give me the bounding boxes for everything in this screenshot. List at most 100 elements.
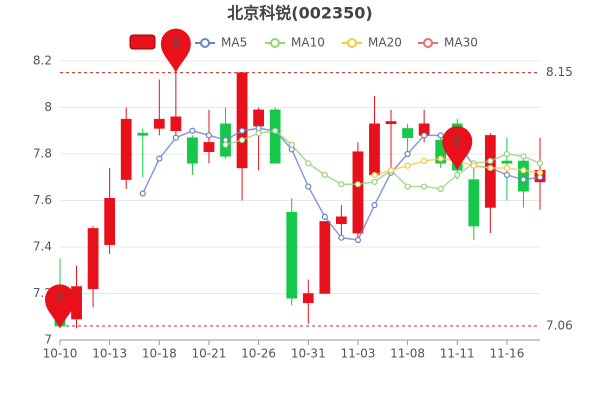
ma-point bbox=[437, 155, 444, 162]
legend-candle-icon bbox=[129, 34, 156, 50]
ma-point bbox=[156, 155, 163, 162]
ma-point bbox=[338, 234, 345, 241]
y-tick-label: 7.8 bbox=[33, 147, 52, 161]
legend-symbol bbox=[270, 38, 280, 48]
ma-point bbox=[371, 171, 378, 179]
candle-body bbox=[352, 151, 364, 234]
ma-point bbox=[470, 162, 477, 169]
ma-point bbox=[437, 185, 444, 192]
candle-body bbox=[236, 72, 248, 169]
candle-body bbox=[203, 142, 215, 152]
ma-point bbox=[238, 136, 246, 144]
ma-point bbox=[139, 190, 146, 197]
ma-point bbox=[354, 181, 362, 188]
ma-point bbox=[354, 236, 362, 244]
candle-body bbox=[269, 109, 281, 164]
ma-point bbox=[421, 183, 428, 190]
ma-point bbox=[503, 150, 510, 158]
ma-point bbox=[338, 181, 345, 188]
chart-title: 北京科锐(002350) bbox=[227, 4, 372, 23]
x-tick-label: 10-10 bbox=[43, 347, 78, 361]
ma-point bbox=[487, 157, 494, 165]
annotation-label: 8 bbox=[453, 134, 461, 148]
legend-symbol bbox=[423, 38, 433, 48]
ma-point bbox=[487, 164, 494, 172]
annotation-pin bbox=[442, 126, 473, 171]
x-tick-label: 10-21 bbox=[192, 347, 227, 361]
ma-point bbox=[371, 178, 378, 185]
legend-label: MA20 bbox=[368, 36, 402, 50]
ma-point bbox=[421, 132, 428, 139]
legend-label: MA30 bbox=[444, 36, 478, 50]
candle-body bbox=[335, 216, 347, 224]
candle-body bbox=[286, 211, 298, 299]
legend-label: MA10 bbox=[291, 36, 325, 50]
x-tick-label: 11-08 bbox=[390, 347, 425, 361]
x-tick-label: 11-16 bbox=[489, 347, 524, 361]
ma-point bbox=[503, 171, 510, 179]
ma-point bbox=[205, 132, 213, 139]
x-tick-label: 10-31 bbox=[291, 347, 326, 361]
x-tick-label: 10-18 bbox=[142, 347, 177, 361]
ma-point bbox=[305, 183, 312, 190]
y-tick-label: 8 bbox=[44, 100, 52, 114]
ma-point bbox=[404, 183, 411, 190]
candle-body bbox=[501, 160, 513, 164]
ma-point bbox=[520, 176, 527, 183]
y-tick-label: 7.4 bbox=[33, 240, 52, 254]
reference-label: 7.06 bbox=[546, 319, 573, 333]
ma-point bbox=[536, 169, 544, 176]
annotation-pin bbox=[45, 284, 75, 329]
candle-body bbox=[153, 118, 165, 129]
ma-point bbox=[404, 162, 411, 169]
ma-point bbox=[437, 132, 444, 139]
ma-point bbox=[189, 127, 196, 134]
ma-point bbox=[288, 141, 295, 148]
ma-point bbox=[238, 127, 246, 134]
ma-point bbox=[172, 134, 179, 141]
candle-body bbox=[137, 132, 149, 136]
x-tick-label: 11-11 bbox=[440, 347, 475, 361]
ma-point bbox=[305, 160, 312, 167]
candle-body bbox=[385, 121, 397, 125]
y-tick-label: 8.2 bbox=[33, 54, 52, 68]
ma-point bbox=[404, 150, 411, 158]
legend-symbol bbox=[200, 38, 210, 48]
ma-point bbox=[503, 164, 510, 172]
ma-point bbox=[255, 129, 262, 137]
candle-body bbox=[253, 109, 265, 127]
legend-symbol bbox=[347, 38, 357, 48]
reference-label: 8.15 bbox=[546, 65, 573, 79]
ma-point bbox=[371, 202, 378, 209]
candle-body bbox=[187, 137, 198, 164]
ma-point bbox=[321, 171, 328, 179]
ma-point bbox=[222, 141, 229, 148]
ma-point bbox=[454, 171, 461, 179]
ma-point bbox=[520, 153, 527, 160]
annotation-label: 7 bbox=[56, 292, 64, 306]
candle-body bbox=[518, 160, 529, 192]
candle-body bbox=[87, 228, 99, 290]
annotation-pin bbox=[160, 28, 191, 73]
legend-label: MA5 bbox=[221, 36, 247, 50]
candle-body bbox=[468, 179, 480, 227]
candle-body bbox=[302, 293, 314, 304]
y-tick-label: 7 bbox=[44, 333, 52, 347]
x-tick-label: 11-03 bbox=[340, 347, 375, 361]
ma-point bbox=[387, 167, 395, 174]
x-tick-label: 10-13 bbox=[92, 347, 127, 361]
candle-body bbox=[484, 135, 496, 208]
ma-point bbox=[421, 157, 428, 165]
candle-body bbox=[319, 221, 331, 294]
candle-body bbox=[369, 123, 380, 176]
y-tick-label: 7.6 bbox=[33, 193, 52, 207]
ma-point bbox=[272, 127, 279, 134]
candle-body bbox=[170, 116, 182, 132]
ma-point bbox=[520, 167, 527, 174]
candle-body bbox=[120, 118, 132, 180]
x-tick-label: 10-26 bbox=[241, 347, 276, 361]
ma-point bbox=[536, 160, 544, 167]
candle-body bbox=[402, 128, 413, 138]
annotation-label: 8 bbox=[172, 36, 180, 50]
